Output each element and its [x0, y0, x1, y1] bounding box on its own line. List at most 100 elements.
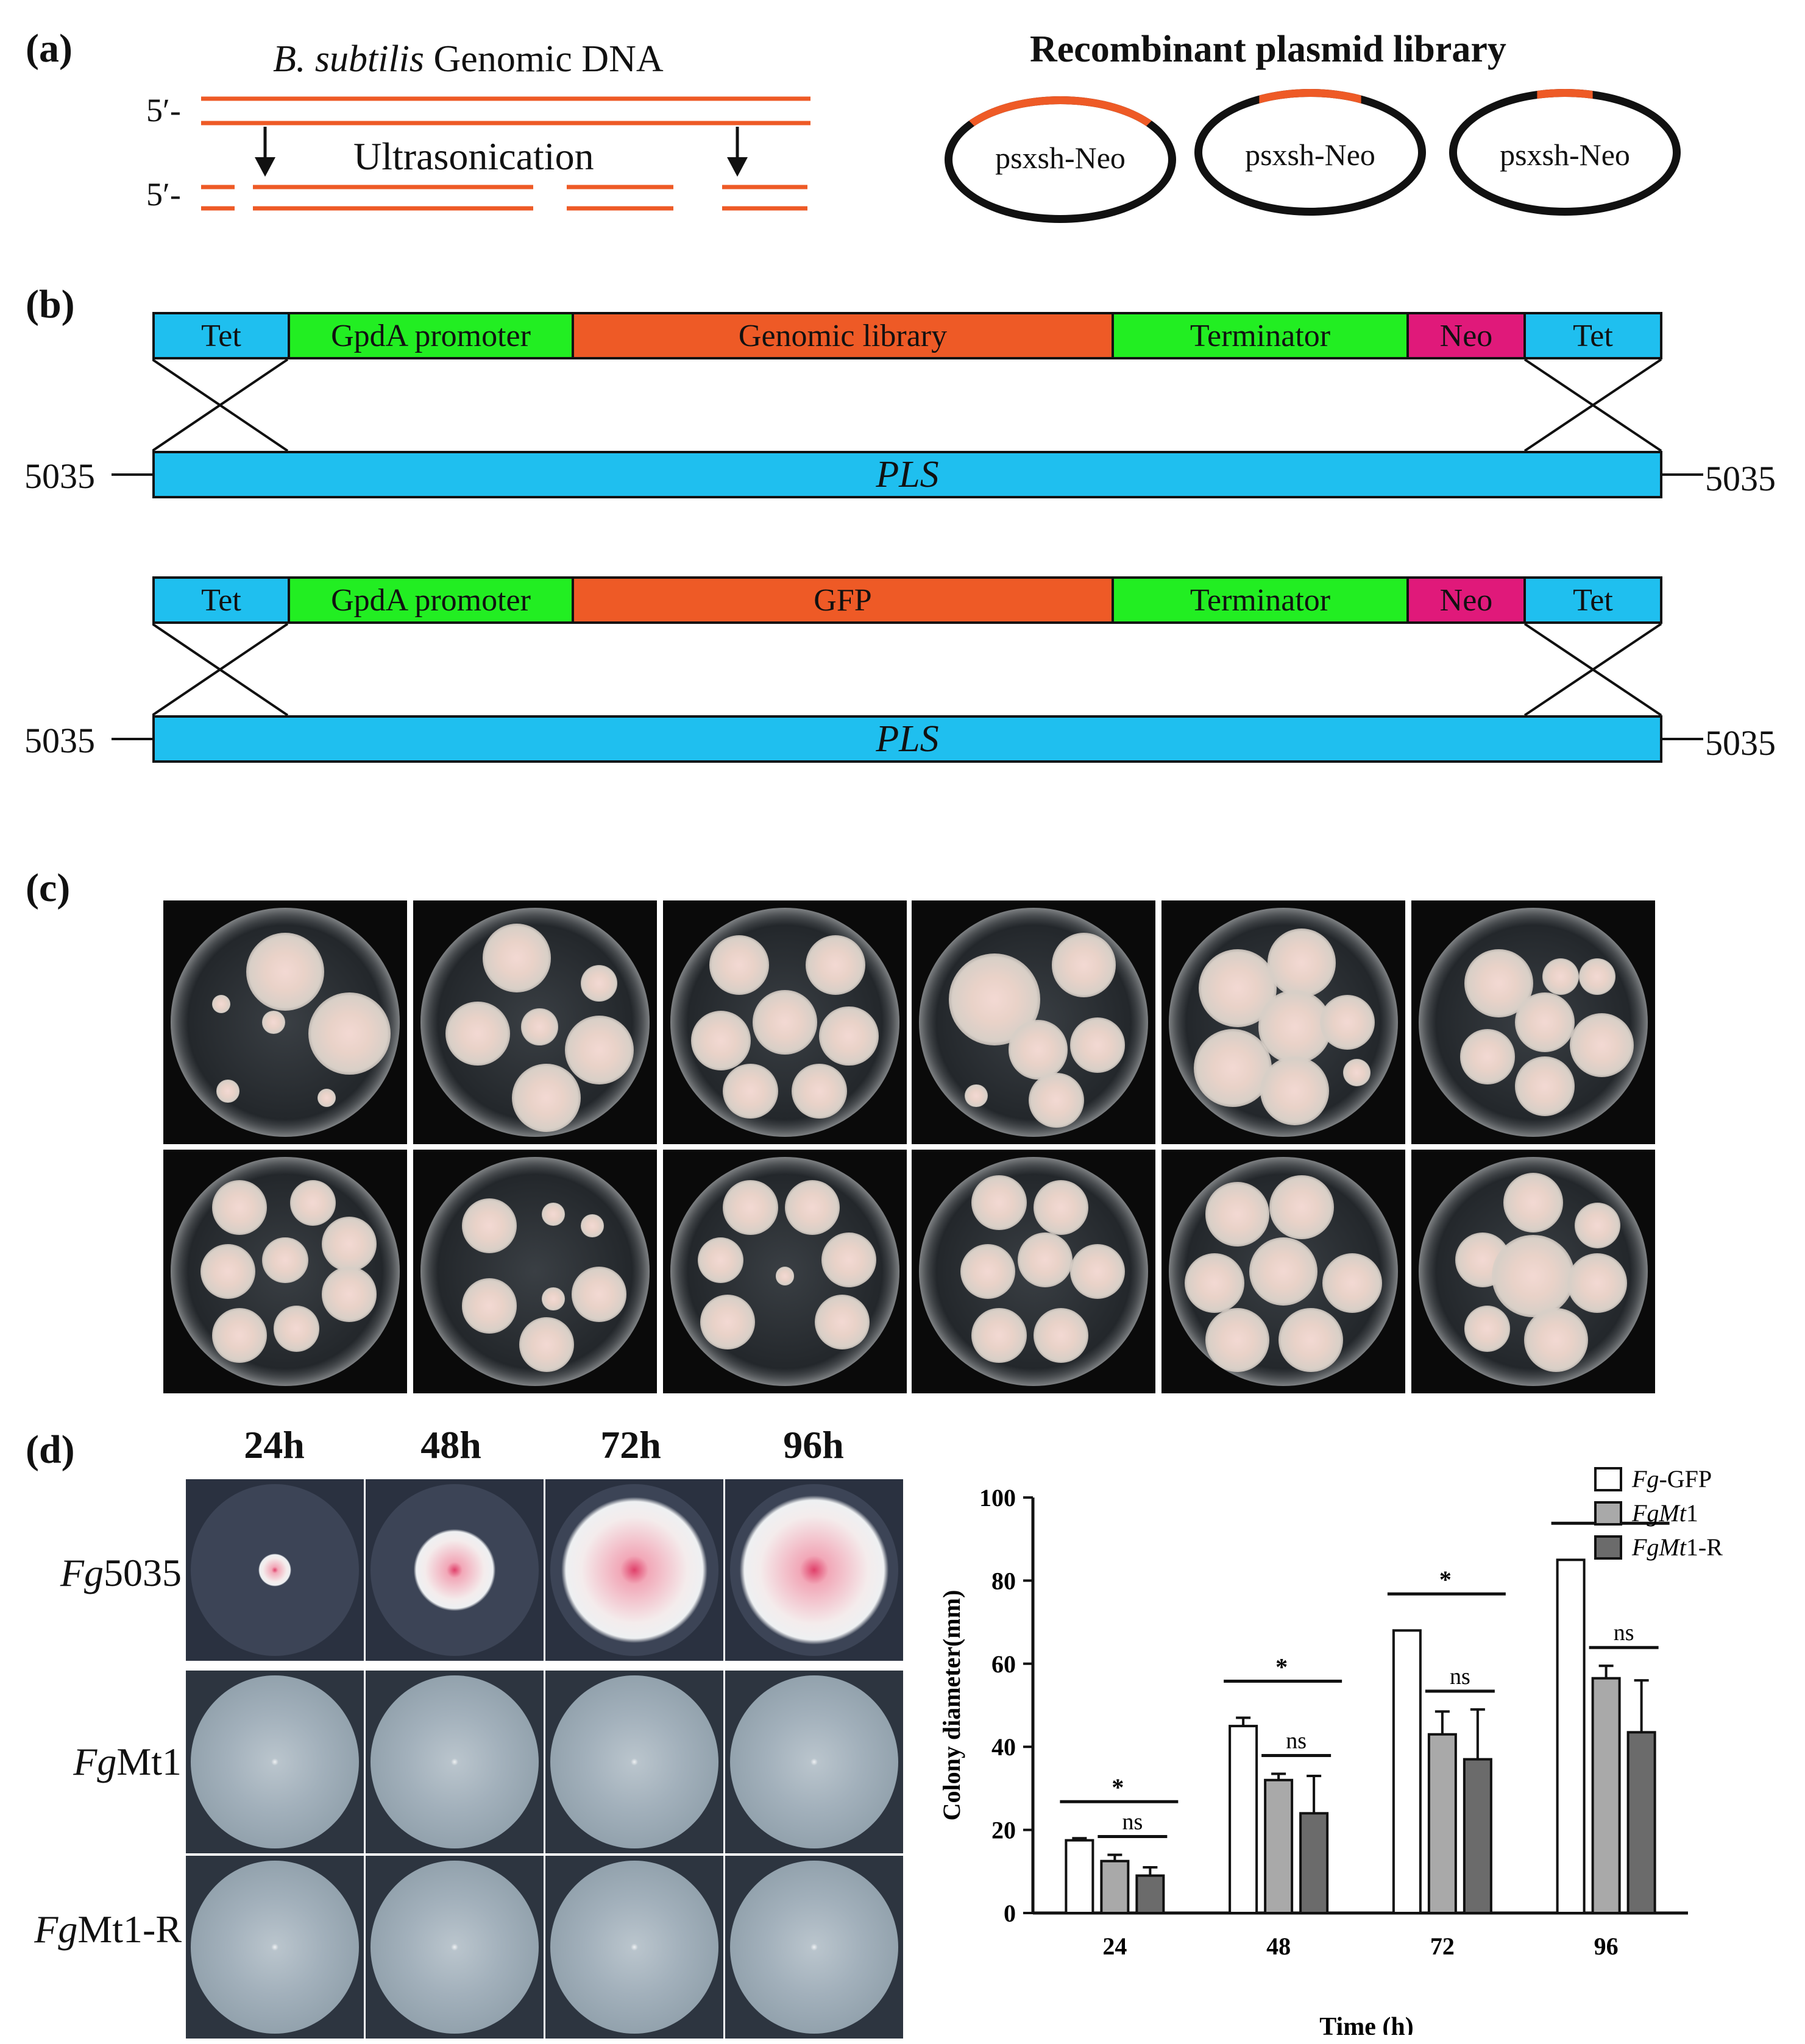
fungal-colony: [200, 1243, 256, 1300]
locus-flank-line-left: [112, 738, 152, 740]
fungal-colony: [289, 1179, 336, 1226]
fungal-colony: [1034, 1179, 1089, 1235]
fungal-colony: [445, 1002, 510, 1066]
x-tick-label: 48: [1266, 1933, 1291, 1960]
bar: [1463, 1758, 1492, 1914]
locus-flank-line-left: [112, 473, 152, 476]
genomic-dna-title-rest: Genomic DNA: [424, 38, 664, 80]
fungal-colony: [572, 1267, 627, 1322]
segment-gpda-promoter: GpdA promoter: [288, 576, 574, 624]
growth-plate-photo: [545, 1671, 723, 1853]
petri-dish: [371, 1675, 539, 1848]
growth-plate-photo: [186, 1856, 364, 2039]
legend-swatch: [1594, 1535, 1622, 1560]
strain-label: FgMt1: [73, 1740, 182, 1783]
segment-terminator: Terminator: [1112, 312, 1409, 359]
petri-dish: [730, 1675, 898, 1848]
time-label: 72h: [600, 1423, 661, 1466]
growth-plate-photo: [545, 1856, 723, 2039]
fungal-colony: [461, 1278, 517, 1334]
fungal-colony: [1492, 1234, 1575, 1318]
locus-flank-right: 5035: [1705, 723, 1776, 763]
growth-plate-photo: [366, 1856, 544, 2039]
bar: [1626, 1731, 1656, 1914]
genomic-dna-species: B. subtilis: [273, 38, 425, 80]
fungal-colony: [317, 1089, 336, 1108]
locus-flank-line-right: [1662, 473, 1703, 476]
segment-genomic-library: Genomic library: [572, 312, 1114, 359]
fungal-colony: [690, 1011, 751, 1070]
legend-label: FgMt1-R: [1631, 1533, 1723, 1561]
petri-dish: [730, 1484, 898, 1656]
fungal-colony: [1269, 1175, 1334, 1240]
petri-dish: [550, 1675, 718, 1848]
y-tick-label: 0: [1004, 1900, 1016, 1927]
petri-dish: [550, 1861, 718, 2034]
growth-plate-photo: [366, 1479, 544, 1661]
plate-photo: [163, 1150, 407, 1393]
fungal-colony: [960, 1243, 1015, 1300]
fungal-colony: [723, 1179, 778, 1235]
fungal-colony: [1514, 1056, 1575, 1117]
bar: [1229, 1725, 1258, 1914]
growth-plate-photo: [725, 1671, 903, 1853]
bar: [1591, 1677, 1621, 1914]
fungal-colony: [308, 992, 391, 1075]
pls-locus: PLS: [152, 451, 1662, 498]
fungal-colony: [322, 1216, 377, 1271]
petri-dish: [191, 1484, 359, 1656]
fungal-colony: [1194, 1029, 1272, 1108]
time-label: 96h: [783, 1423, 844, 1466]
bar: [1264, 1778, 1294, 1915]
bar: [1427, 1733, 1457, 1914]
y-tick-label: 60: [991, 1650, 1016, 1678]
fungal-colony: [1258, 990, 1332, 1064]
significance-marker: ns: [1286, 1728, 1307, 1754]
bar: [1065, 1839, 1094, 1915]
petri-dish: [730, 1861, 898, 2034]
fungal-colony: [1070, 1243, 1126, 1300]
plasmid-insert-arc: [1537, 89, 1593, 216]
plate-photo: [1411, 1150, 1655, 1393]
fungal-colony: [482, 924, 551, 993]
fungal-colony: [211, 1179, 267, 1235]
panel-a-label: (a): [26, 26, 73, 71]
arrow-head: [727, 157, 748, 177]
y-tick-label: 20: [991, 1817, 1016, 1844]
petri-dish: [191, 1861, 359, 2034]
fungal-colony: [581, 965, 618, 1002]
crossover-lines: [152, 624, 1662, 715]
petri-dish: [191, 1675, 359, 1848]
strain-label: FgMt1-R: [34, 1908, 182, 1951]
fungal-colony: [1342, 1059, 1371, 1087]
segment-terminator: Terminator: [1112, 576, 1409, 624]
fungal-colony: [1574, 1203, 1620, 1249]
fungal-colony: [521, 1008, 558, 1045]
bar: [1392, 1629, 1422, 1914]
x-tick-label: 24: [1102, 1933, 1127, 1960]
significance-marker: ns: [1614, 1620, 1634, 1646]
locus-flank-left: 5035: [24, 456, 95, 496]
fungal-colony: [581, 1214, 604, 1237]
plasmid-label: psxsh-Neo: [995, 141, 1126, 175]
plate-photo: [413, 1150, 657, 1393]
bar: [1556, 1558, 1586, 1915]
segment-tet: Tet: [1523, 576, 1662, 624]
fungal-colony: [1008, 1020, 1068, 1080]
fungal-colony: [1185, 1253, 1245, 1313]
significance-marker: ns: [1450, 1664, 1470, 1689]
time-label: 48h: [420, 1423, 481, 1466]
fungal-colony: [246, 933, 324, 1011]
fungal-colony: [1523, 1308, 1589, 1373]
fungal-colony: [519, 1317, 574, 1373]
fungal-colony: [512, 1063, 581, 1133]
x-tick-label: 96: [1594, 1933, 1619, 1960]
fungal-colony: [971, 1308, 1027, 1363]
arrow-head: [255, 157, 275, 177]
significance-marker: *: [1439, 1566, 1452, 1593]
fungal-colony: [1205, 1308, 1270, 1373]
fungal-colony: [1017, 1232, 1073, 1288]
fungal-colony: [211, 1308, 267, 1363]
plate-photo: [912, 900, 1155, 1144]
fungal-colony: [542, 1287, 565, 1310]
